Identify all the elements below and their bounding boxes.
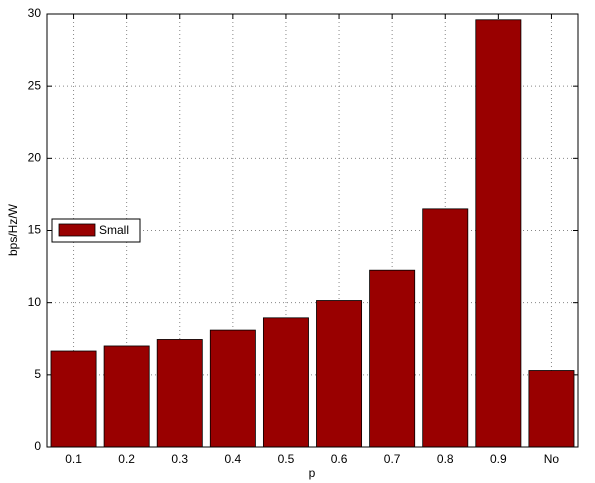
x-tick-label: 0.4 (225, 452, 242, 466)
x-tick-label: 0.3 (171, 452, 188, 466)
y-tick-label: 10 (28, 295, 42, 309)
bar (475, 19, 522, 448)
bar (528, 370, 575, 448)
legend-swatch (58, 223, 96, 237)
bar (422, 208, 469, 448)
bar (262, 317, 309, 448)
x-tick-label: 0.9 (490, 452, 507, 466)
plot-frame (46, 13, 579, 448)
bar (369, 269, 416, 448)
y-tick-label: 30 (28, 6, 42, 20)
bar (316, 300, 363, 448)
y-axis-label: bps/Hz/W (6, 203, 20, 256)
x-tick-label: 0.2 (118, 452, 135, 466)
y-tick-label: 20 (28, 151, 42, 165)
bar (103, 345, 150, 448)
x-tick-label: 0.1 (65, 452, 82, 466)
x-tick-label: 0.8 (437, 452, 454, 466)
legend-label: Small (99, 223, 129, 237)
bar (209, 329, 256, 448)
y-tick-label: 0 (34, 439, 41, 453)
x-axis-label: p (309, 466, 316, 480)
y-tick-label: 25 (28, 78, 42, 92)
y-tick-label: 5 (34, 367, 41, 381)
x-tick-label: 0.5 (278, 452, 295, 466)
bar (50, 350, 97, 448)
y-tick-label: 15 (28, 223, 42, 237)
x-tick-label: 0.6 (331, 452, 348, 466)
x-tick-label: 0.7 (384, 452, 401, 466)
x-tick-label: No (544, 452, 560, 466)
bar (156, 339, 203, 448)
